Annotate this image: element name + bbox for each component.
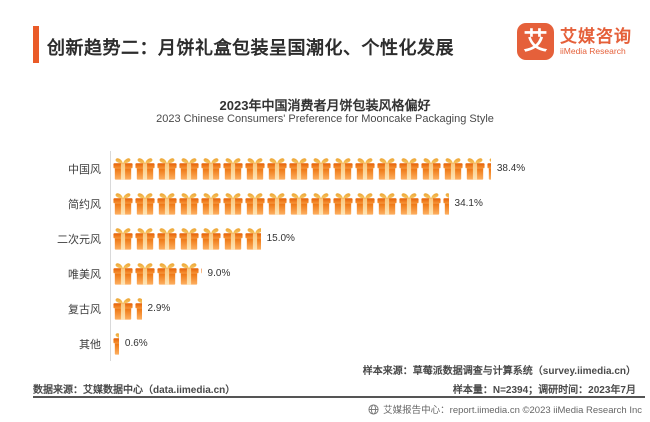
value-label: 9.0% bbox=[207, 268, 231, 279]
chart-row: 复古风 2.9% bbox=[33, 291, 625, 326]
gift-box-icon bbox=[113, 228, 133, 250]
title-accent-bar bbox=[33, 26, 39, 63]
gift-box-icon bbox=[201, 193, 221, 215]
gift-box-icon bbox=[179, 193, 199, 215]
footer-report-center: 艾媒报告中心：report.iimedia.cn ©2023 iiMedia R… bbox=[368, 402, 642, 416]
gift-box-icon bbox=[443, 158, 463, 180]
gift-box-icon bbox=[377, 193, 397, 215]
gift-box-icon bbox=[135, 298, 142, 320]
gift-box-icon bbox=[311, 158, 331, 180]
pictogram-bar bbox=[113, 261, 202, 286]
footer-report-center-text: 艾媒报告中心：report.iimedia.cn ©2023 iiMedia R… bbox=[383, 405, 642, 416]
category-label: 中国风 bbox=[68, 163, 101, 176]
bar-zone: 38.4% bbox=[110, 151, 625, 186]
note-data-source: 数据来源：艾媒数据中心（data.iimedia.cn） bbox=[33, 385, 236, 396]
bar-zone: 0.6% bbox=[110, 326, 625, 361]
category-label: 唯美风 bbox=[68, 268, 101, 281]
gift-box-icon bbox=[157, 158, 177, 180]
gift-box-icon bbox=[113, 158, 133, 180]
gift-box-icon bbox=[333, 193, 353, 215]
bar-zone: 34.1% bbox=[110, 186, 625, 221]
chart-row: 简约风 34.1% bbox=[33, 186, 625, 221]
gift-box-icon bbox=[157, 193, 177, 215]
gift-box-icon bbox=[223, 193, 243, 215]
gift-box-icon bbox=[311, 193, 331, 215]
gift-box-icon bbox=[267, 158, 287, 180]
bar-chart: 中国风 38.4% 简约风 34.1% 二次元风 15.0% 唯美风 9.0% 复古风 2.9% 其… bbox=[33, 151, 625, 361]
gift-box-icon bbox=[465, 158, 485, 180]
pictogram-bar bbox=[113, 191, 449, 216]
gift-box-icon bbox=[179, 158, 199, 180]
gift-box-icon bbox=[245, 193, 265, 215]
gift-box-icon bbox=[223, 228, 243, 250]
gift-box-icon bbox=[421, 193, 441, 215]
gift-box-icon bbox=[201, 228, 221, 250]
gift-box-icon bbox=[487, 158, 491, 180]
category-label: 其他 bbox=[79, 338, 101, 351]
gift-box-icon bbox=[399, 193, 419, 215]
gift-box-icon bbox=[157, 228, 177, 250]
gift-box-icon bbox=[355, 158, 375, 180]
gift-box-icon bbox=[113, 193, 133, 215]
logo-brand-en: iiMedia Research bbox=[560, 46, 626, 56]
pictogram-bar bbox=[113, 156, 491, 181]
value-label: 34.1% bbox=[454, 198, 483, 209]
chart-row: 二次元风 15.0% bbox=[33, 221, 625, 256]
logo-brand-cn: 艾媒咨询 bbox=[560, 27, 632, 46]
chart-row: 中国风 38.4% bbox=[33, 151, 625, 186]
gift-box-icon bbox=[135, 158, 155, 180]
gift-box-icon bbox=[223, 158, 243, 180]
gift-box-icon bbox=[201, 268, 202, 273]
pictogram-bar bbox=[113, 296, 142, 321]
value-label: 0.6% bbox=[124, 338, 148, 349]
category-label: 复古风 bbox=[68, 303, 101, 316]
gift-box-icon bbox=[135, 228, 155, 250]
chart-subtitle: 2023 Chinese Consumers' Preference for M… bbox=[156, 113, 494, 125]
gift-box-icon bbox=[443, 193, 449, 215]
gift-box-icon bbox=[377, 158, 397, 180]
gift-box-icon bbox=[113, 263, 133, 285]
gift-box-icon bbox=[201, 158, 221, 180]
note-sample-source: 样本来源：草莓派数据调查与计算系统（survey.iimedia.cn） bbox=[362, 366, 636, 377]
bar-zone: 2.9% bbox=[110, 291, 625, 326]
gift-box-icon bbox=[179, 228, 199, 250]
chart-row: 唯美风 9.0% bbox=[33, 256, 625, 291]
gift-box-icon bbox=[267, 193, 287, 215]
gift-box-icon bbox=[289, 193, 309, 215]
pictogram-bar bbox=[113, 226, 261, 251]
gift-box-icon bbox=[179, 263, 199, 285]
gift-box-icon bbox=[289, 158, 309, 180]
chart-title: 2023年中国消费者月饼包装风格偏好 bbox=[219, 98, 431, 113]
gift-box-icon bbox=[113, 298, 133, 320]
gift-box-icon bbox=[245, 228, 261, 250]
bar-zone: 15.0% bbox=[110, 221, 625, 256]
category-label: 二次元风 bbox=[57, 233, 101, 246]
note-sample-info: 样本量：N=2394；调研时间：2023年7月 bbox=[452, 385, 636, 396]
value-label: 15.0% bbox=[266, 233, 295, 244]
gift-box-icon bbox=[157, 263, 177, 285]
chart-row: 其他 0.6% bbox=[33, 326, 625, 361]
gift-box-icon bbox=[355, 193, 375, 215]
bar-zone: 9.0% bbox=[110, 256, 625, 291]
category-label: 简约风 bbox=[68, 198, 101, 211]
value-label: 38.4% bbox=[496, 163, 526, 174]
gift-box-icon bbox=[135, 193, 155, 215]
logo-text: 艾媒咨询 iiMedia Research bbox=[560, 27, 632, 56]
gift-box-icon bbox=[135, 263, 155, 285]
bottom-divider bbox=[33, 396, 645, 398]
globe-icon bbox=[368, 403, 379, 415]
gift-box-icon bbox=[333, 158, 353, 180]
gift-box-icon bbox=[399, 158, 419, 180]
page-title: 创新趋势二：月饼礼盒包装呈国潮化、个性化发展 bbox=[47, 38, 454, 58]
iimedia-logo-icon: 艾 bbox=[517, 23, 554, 60]
value-label: 2.9% bbox=[147, 303, 171, 314]
gift-box-icon bbox=[245, 158, 265, 180]
iimedia-logo: 艾 艾媒咨询 iiMedia Research bbox=[517, 23, 632, 60]
gift-box-icon bbox=[421, 158, 441, 180]
gift-box-icon bbox=[113, 333, 119, 355]
pictogram-bar bbox=[113, 331, 119, 356]
